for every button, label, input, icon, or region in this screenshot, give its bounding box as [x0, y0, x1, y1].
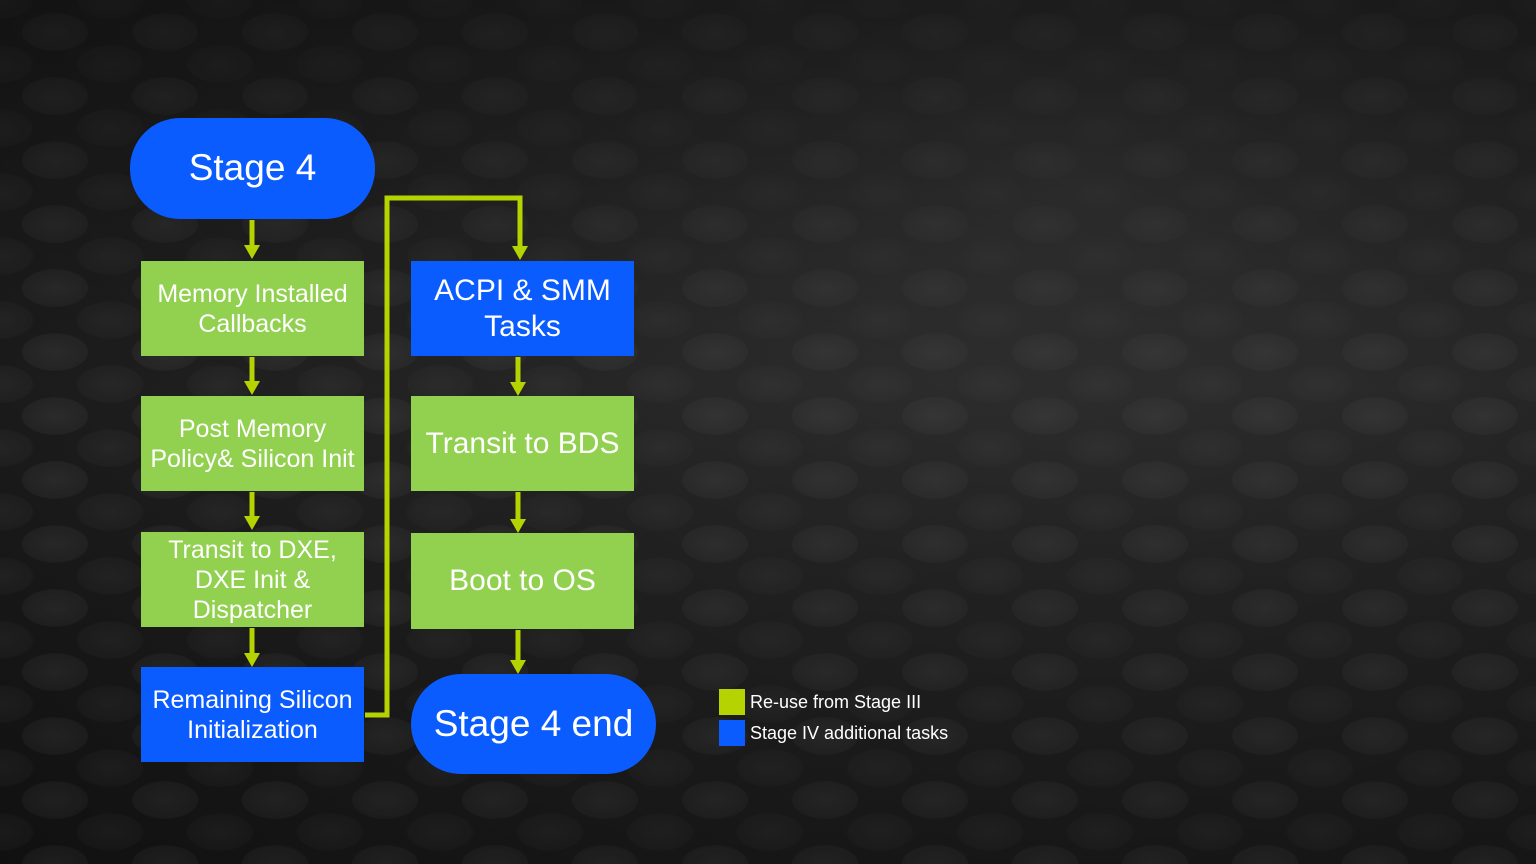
transit-dxe-node: Transit to DXE, DXE Init & Dispatcher — [141, 532, 364, 627]
legend-reuse-label: Re-use from Stage III — [750, 691, 922, 712]
remaining-silicon-node: Remaining Silicon Initialization — [141, 667, 364, 762]
arrow-remaining-to-acpi — [365, 195, 523, 718]
acpi-smm-node: ACPI & SMM Tasks — [411, 261, 634, 356]
stage-end-node: Stage 4 end — [411, 674, 656, 774]
legend-additional-label: Stage IV additional tasks — [750, 722, 949, 743]
memory-callbacks-node: Memory Installed Callbacks — [141, 261, 364, 356]
stage-start-node: Stage 4 — [130, 118, 375, 219]
boot-os-node: Boot to OS — [411, 533, 634, 629]
legend-additional: Stage IV additional tasks — [719, 720, 948, 746]
legend-additional-swatch — [719, 720, 745, 746]
legend-reuse-swatch — [719, 689, 745, 715]
legend-reuse: Re-use from Stage III — [719, 689, 921, 715]
transit-bds-node: Transit to BDS — [411, 396, 634, 491]
post-memory-node: Post Memory Policy& Silicon Init — [141, 396, 364, 491]
